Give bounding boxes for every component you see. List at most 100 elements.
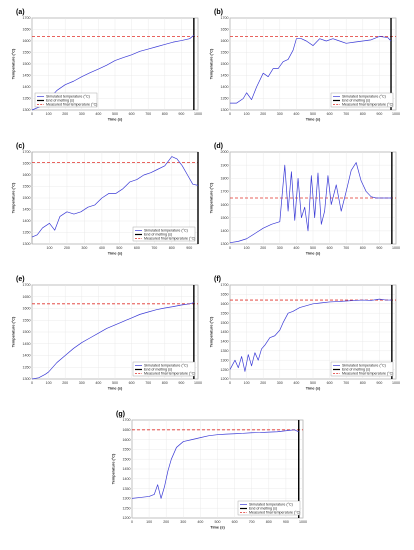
y-tick-label: 1400 — [221, 85, 229, 89]
x-tick-label: 200 — [62, 381, 68, 385]
y-tick-label: 1500 — [23, 330, 31, 334]
x-tick-label: 900 — [186, 246, 192, 250]
legend-label: Measured final temperature (°C) — [144, 372, 195, 376]
y-tick-label: 1700 — [123, 418, 131, 422]
y-tick-label: 1400 — [221, 340, 229, 344]
simulated-series-line — [31, 302, 194, 380]
chart-panel-5: (e) 1300 1350 1400 1450 1500 1550 1600 1650 1700 0… — [12, 276, 203, 391]
y-axis-title: Temperature (°C) — [210, 182, 214, 213]
chart-panel-3: (c) 1300 1350 1400 1450 1500 1550 1600 1650 1700 1… — [12, 143, 199, 256]
x-tick-label: 1000 — [299, 520, 307, 524]
y-tick-label: 1700 — [221, 16, 229, 20]
y-tick-label: 1350 — [221, 97, 229, 101]
x-tick-label: 100 — [244, 112, 250, 116]
y-axis-title: Temperature (°C) — [12, 316, 16, 347]
simulated-series-line — [131, 429, 299, 499]
x-tick-label: 800 — [162, 112, 168, 116]
x-tick-label: 0 — [229, 246, 231, 250]
x-axis-title: Time (s) — [108, 118, 123, 122]
x-axis-title: Time (s) — [306, 118, 321, 122]
panel-letter: (e) — [16, 276, 25, 283]
panel-letter: (c) — [16, 143, 25, 150]
x-axis-title: Time (s) — [306, 252, 321, 256]
x-tick-label: 500 — [112, 381, 118, 385]
y-tick-label: 1250 — [221, 368, 229, 372]
x-tick-label: 500 — [310, 112, 316, 116]
legend: Simulated temperature (°C)End of melting… — [237, 500, 300, 516]
y-tick-label: 1300 — [23, 108, 31, 112]
x-tick-label: 100 — [46, 246, 52, 250]
y-tick-label: 1550 — [221, 51, 229, 55]
y-tick-label: 1700 — [23, 16, 31, 20]
y-tick-label: 1500 — [221, 62, 229, 66]
x-tick-label: 1000 — [194, 381, 202, 385]
y-tick-label: 1300 — [23, 242, 31, 246]
y-tick-label: 1200 — [123, 516, 131, 520]
y-tick-label: 1550 — [23, 185, 31, 189]
y-tick-label: 1350 — [123, 487, 131, 491]
y-tick-label: 1200 — [221, 377, 229, 381]
x-tick-label: 500 — [310, 381, 316, 385]
legend-label: Simulated temperature (°C) — [144, 364, 188, 368]
legend-box — [330, 92, 394, 108]
y-tick-label: 1300 — [221, 108, 229, 112]
x-tick-label: 400 — [95, 112, 101, 116]
x-tick-label: 0 — [229, 112, 231, 116]
x-tick-label: 700 — [151, 246, 157, 250]
x-tick-label: 100 — [46, 112, 52, 116]
chart-panel-6: (f) 1200 1250 1300 1350 1400 1450 1500 1550 1600 1… — [210, 276, 401, 391]
y-tick-label: 1350 — [221, 349, 229, 353]
x-tick-label: 200 — [64, 246, 70, 250]
x-tick-label: 400 — [95, 381, 101, 385]
x-tick-label: 900 — [376, 246, 382, 250]
legend-label: End of melting (s) — [144, 233, 172, 237]
x-tick-label: 100 — [244, 246, 250, 250]
y-axis-title: Temperature (°C) — [112, 453, 116, 484]
x-tick-label: 200 — [260, 381, 266, 385]
x-tick-label: 400 — [293, 246, 299, 250]
legend-label: Measured final temperature (°C) — [342, 372, 393, 376]
x-axis-title: Time (s) — [108, 252, 123, 256]
chart-panel-2: (b) 1300 1350 1400 1450 1500 1550 1600 1650 1700 0… — [210, 9, 401, 122]
x-tick-label: 800 — [266, 520, 272, 524]
legend-label: Simulated temperature (°C) — [144, 229, 188, 233]
y-tick-label: 1300 — [221, 358, 229, 362]
y-tick-label: 1650 — [221, 293, 229, 297]
legend-label: Simulated temperature (°C) — [342, 364, 386, 368]
x-tick-label: 500 — [112, 112, 118, 116]
y-tick-label: 1500 — [221, 216, 229, 220]
x-tick-label: 0 — [31, 381, 33, 385]
panel-letter: (g) — [116, 411, 125, 418]
x-tick-label: 800 — [169, 246, 175, 250]
panel-letter: (d) — [214, 143, 223, 150]
x-tick-label: 300 — [81, 246, 87, 250]
x-tick-label: 800 — [162, 381, 168, 385]
y-tick-label: 1450 — [221, 74, 229, 78]
x-tick-label: 600 — [134, 246, 140, 250]
legend-label: End of melting (s) — [46, 99, 74, 103]
x-tick-label: 100 — [146, 520, 152, 524]
legend-label: Simulated temperature (°C) — [342, 95, 386, 99]
y-tick-label: 1550 — [23, 318, 31, 322]
y-tick-label: 1400 — [23, 85, 31, 89]
y-axis-title: Temperature (°C) — [12, 48, 16, 79]
legend-box — [132, 361, 196, 377]
x-tick-label: 300 — [79, 112, 85, 116]
x-tick-label: 500 — [310, 246, 316, 250]
y-tick-label: 1650 — [221, 28, 229, 32]
legend-label: Measured final temperature (°C) — [144, 237, 195, 241]
y-tick-label: 1600 — [123, 438, 131, 442]
y-tick-label: 1550 — [123, 448, 131, 452]
y-tick-label: 1400 — [23, 219, 31, 223]
legend-label: Measured final temperature (°C) — [342, 103, 393, 107]
y-tick-label: 1650 — [123, 428, 131, 432]
legend: Simulated temperature (°C)End of melting… — [132, 226, 195, 242]
x-tick-label: 0 — [31, 112, 33, 116]
x-tick-label: 700 — [343, 112, 349, 116]
y-tick-label: 1650 — [23, 28, 31, 32]
y-tick-label: 1700 — [221, 283, 229, 287]
x-tick-label: 600 — [129, 112, 135, 116]
x-tick-label: 100 — [244, 381, 250, 385]
x-tick-label: 600 — [232, 520, 238, 524]
y-axis-title: Temperature (°C) — [210, 48, 214, 79]
